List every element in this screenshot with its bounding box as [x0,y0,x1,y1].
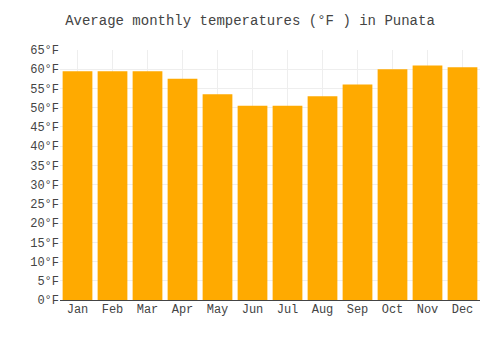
svg-text:Dec: Dec [452,303,474,317]
svg-text:40°F: 40°F [30,140,59,154]
svg-text:10°F: 10°F [30,256,59,270]
svg-text:Mar: Mar [137,303,159,317]
svg-text:65°F: 65°F [30,44,59,58]
svg-text:Average monthly temperatures (: Average monthly temperatures (°F ) in Pu… [65,13,435,29]
svg-text:Apr: Apr [172,303,194,317]
svg-text:May: May [207,303,229,317]
svg-text:Feb: Feb [102,303,124,317]
svg-text:55°F: 55°F [30,83,59,97]
svg-text:Jun: Jun [242,303,264,317]
svg-text:Jan: Jan [67,303,89,317]
svg-text:Jul: Jul [277,303,299,317]
svg-text:15°F: 15°F [30,237,59,251]
svg-text:Oct: Oct [382,303,404,317]
svg-text:45°F: 45°F [30,121,59,135]
svg-text:50°F: 50°F [30,102,59,116]
svg-text:25°F: 25°F [30,198,59,212]
svg-text:5°F: 5°F [37,275,59,289]
svg-text:Sep: Sep [347,303,369,317]
svg-text:0°F: 0°F [37,294,59,308]
svg-text:20°F: 20°F [30,217,59,231]
svg-text:30°F: 30°F [30,179,59,193]
svg-text:Nov: Nov [417,303,439,317]
svg-text:60°F: 60°F [30,63,59,77]
svg-text:35°F: 35°F [30,160,59,174]
svg-text:Aug: Aug [312,303,334,317]
